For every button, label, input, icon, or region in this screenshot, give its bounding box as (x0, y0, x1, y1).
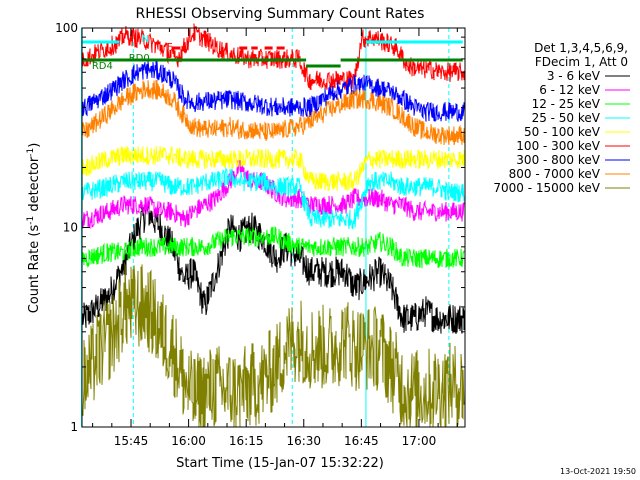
y-axis-label-end: ) (27, 143, 42, 148)
y-axis-label-sup2: -1 (26, 148, 36, 157)
legend-label: 12 - 25 keV (532, 97, 601, 111)
legend-label: 25 - 50 keV (532, 111, 601, 125)
legend-header-line2: FDecim 1, Att 0 (535, 55, 628, 69)
series-line (82, 79, 465, 146)
flag-label: F (167, 42, 173, 53)
generated-timestamp: 13-Oct-2021 19:50 (560, 467, 636, 476)
y-tick-label: 10 (63, 221, 78, 235)
plot-area (80, 28, 450, 427)
legend-label: 3 - 6 keV (547, 69, 601, 83)
series-line (82, 264, 465, 428)
x-tick-label: 16:15 (229, 434, 264, 448)
flag-label: RD0 (129, 53, 150, 64)
series-line (82, 226, 465, 269)
series-line (82, 23, 465, 91)
series-line (82, 158, 465, 230)
x-axis: 15:45 16:00 16:15 16:30 16:45 17:00 (92, 28, 458, 448)
legend-label: 300 - 800 keV (516, 153, 600, 167)
x-tick-label: 16:45 (344, 434, 379, 448)
flag-label: RD4 (92, 61, 113, 72)
y-axis: 1 10 100 (55, 21, 465, 434)
y-axis-label-main: Count Rate (s (27, 225, 42, 314)
legend-header-line1: Det 1,3,4,5,6,9, (534, 41, 628, 55)
y-tick-label: 1 (70, 420, 78, 434)
flag-label: N (141, 34, 148, 45)
x-tick-label: 16:30 (286, 434, 321, 448)
series-line (82, 145, 465, 192)
legend-label: 7000 - 15000 keV (493, 181, 600, 195)
legend: Det 1,3,4,5,6,9, FDecim 1, Att 0 3 - 6 k… (493, 41, 630, 195)
series-line (82, 60, 465, 122)
y-tick-label: 100 (55, 21, 78, 35)
legend-label: 6 - 12 keV (539, 83, 601, 97)
x-tick-label: 15:45 (114, 434, 149, 448)
series-layer (82, 23, 465, 428)
x-tick-label: 17:00 (402, 434, 437, 448)
y-axis-label-mid: detector (27, 156, 42, 216)
y-axis-label-sup1: -1 (26, 216, 36, 225)
chart-title: RHESSI Observing Summary Count Rates (136, 6, 425, 22)
flag-layer: N F RD4 RD0 (82, 34, 463, 72)
legend-label: 100 - 300 keV (516, 139, 600, 153)
x-tick-label: 16:00 (171, 434, 206, 448)
series-line (82, 166, 465, 230)
x-axis-label: Start Time (15-Jan-07 15:32:22) (176, 456, 384, 471)
legend-label: 50 - 100 keV (524, 125, 601, 139)
y-axis-label: Count Rate (s-1 detector-1) (26, 143, 42, 314)
legend-label: 800 - 7000 keV (509, 167, 601, 181)
